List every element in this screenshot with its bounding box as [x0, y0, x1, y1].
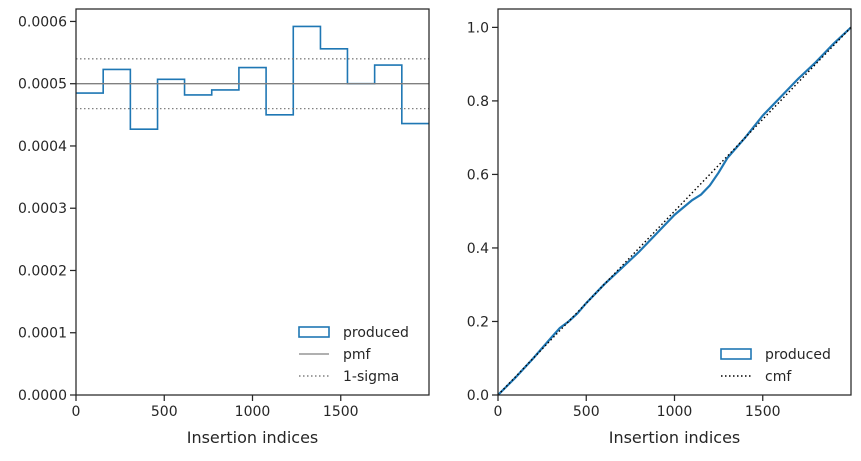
y-tick-label: 0.0003 [18, 201, 67, 217]
y-tick-label: 0.0004 [18, 139, 67, 155]
x-tick-label: 500 [573, 404, 600, 420]
y-tick-label: 0.8 [467, 94, 489, 110]
x-tick-label: 500 [151, 404, 178, 420]
x-axis-label: Insertion indices [187, 428, 319, 447]
y-tick-label: 0.0001 [18, 326, 67, 342]
legend-produced-swatch [720, 348, 752, 360]
y-tick-label: 0.0006 [18, 14, 67, 30]
y-tick-label: 0.0002 [18, 263, 67, 279]
legend-produced-swatch [298, 326, 330, 338]
cumulative-panel: 0 500 1000 1500 0.0 0.2 0.4 0.6 0.8 1.0 Insertion … [467, 8, 852, 447]
y-tick-label: 0.4 [467, 241, 489, 257]
legend-label: cmf [765, 369, 792, 385]
x-tick-label: 0 [72, 404, 81, 420]
series-produced-step [76, 25, 429, 130]
y-tick-label: 1.0 [467, 20, 489, 36]
x-tick-label: 0 [494, 404, 503, 420]
y-tick-label: 0.0 [467, 388, 489, 404]
legend-label: produced [343, 325, 409, 341]
y-tick-label: 0.0005 [18, 77, 67, 93]
y-tick-label: 0.6 [467, 167, 489, 183]
y-tick-label: 0.2 [467, 314, 489, 330]
x-tick-label: 1500 [323, 404, 359, 420]
legend-label: pmf [343, 347, 372, 363]
histogram-panel: 0 500 1000 1500 0.0000 0.0001 0.0002 0.0003 0.00… [18, 8, 430, 447]
x-tick-label: 1000 [657, 404, 693, 420]
legend-label: produced [765, 347, 831, 363]
x-axis-label: Insertion indices [609, 428, 741, 447]
y-tick-label: 0.0000 [18, 388, 67, 404]
legend-label: 1-sigma [343, 369, 399, 385]
series-produced-cumulative [497, 26, 852, 396]
x-tick-label: 1500 [745, 404, 781, 420]
cmf-line [497, 26, 852, 396]
x-tick-label: 1000 [235, 404, 271, 420]
